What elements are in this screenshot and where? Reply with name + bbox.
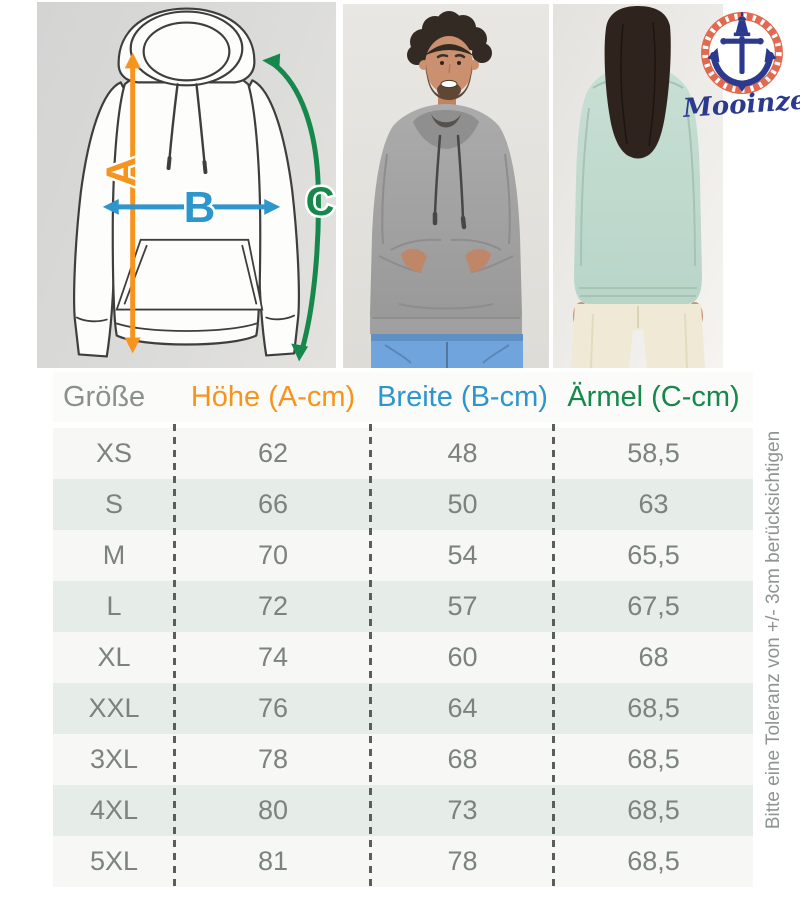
cell-breite: 50 — [447, 489, 478, 519]
brand-name: Mooinzen — [682, 84, 800, 125]
table-row: 4XL 80 73 68,5 — [53, 785, 753, 836]
tolerance-note: Bitte eine Toleranz von +/- 3cm berücksi… — [763, 430, 784, 830]
model-photo-back — [553, 4, 723, 368]
arrow-b-width: B — [102, 180, 281, 234]
label-c: C — [306, 180, 335, 224]
cell-hoehe: 78 — [257, 744, 289, 774]
label-a: A — [98, 157, 145, 187]
brand-logo: Mooinzen — [682, 10, 800, 125]
size-table-rows: XS 62 48 58,5 S 66 50 63 M 70 54 65,5 L … — [53, 424, 753, 887]
cell-aermel: 68 — [638, 642, 669, 672]
cell-size: XS — [95, 438, 133, 468]
anchor-lighthouse-rope-icon — [700, 12, 783, 94]
column-divider — [552, 424, 555, 887]
cell-size: XL — [97, 642, 131, 672]
table-row: L 72 57 67,5 — [53, 581, 753, 632]
header-cell: Größe — [63, 380, 146, 413]
cell-hoehe: 80 — [257, 795, 289, 825]
cell-hoehe: 81 — [257, 846, 289, 876]
column-divider — [369, 424, 372, 887]
arrow-a-height: A — [95, 52, 147, 354]
cell-hoehe: 76 — [257, 693, 289, 723]
cell-aermel: 58,5 — [627, 438, 680, 468]
woman-back-mint-hoodie — [553, 4, 723, 368]
cell-breite: 73 — [447, 795, 478, 825]
cell-breite: 78 — [447, 846, 478, 876]
model-photo-front — [343, 4, 549, 368]
man-front-grey-hoodie — [343, 4, 549, 368]
cell-aermel: 65,5 — [627, 540, 680, 570]
hoodie-outline-drawing: A B C — [73, 7, 336, 362]
column-divider — [173, 424, 176, 887]
cell-breite: 68 — [447, 744, 478, 774]
cell-breite: 54 — [447, 540, 478, 570]
cell-hoehe: 74 — [257, 642, 289, 672]
label-b: B — [184, 183, 216, 232]
size-table-header: Größe Höhe (A-cm) Breite (B-cm) Ärmel (C… — [53, 372, 753, 422]
table-row: XS 62 48 58,5 — [53, 428, 753, 479]
cell-size: L — [106, 591, 122, 621]
cell-size: S — [104, 489, 123, 519]
table-row: S 66 50 63 — [53, 479, 753, 530]
hoodie-measure-diagram: A B C — [37, 2, 336, 368]
cell-hoehe: 62 — [257, 438, 289, 468]
cell-size: XXL — [88, 693, 140, 723]
cell-breite: 57 — [447, 591, 478, 621]
cell-hoehe: 70 — [257, 540, 289, 570]
table-row: 5XL 81 78 68,5 — [53, 836, 753, 887]
cell-aermel: 68,5 — [627, 744, 680, 774]
table-row: XL 74 60 68 — [53, 632, 753, 683]
header-cell: Höhe (A-cm) — [190, 380, 356, 413]
cell-breite: 48 — [447, 438, 478, 468]
cell-size: 4XL — [89, 795, 139, 825]
table-row: XXL 76 64 68,5 — [53, 683, 753, 734]
table-row: 3XL 78 68 68,5 — [53, 734, 753, 785]
cell-size: M — [102, 540, 126, 570]
cell-aermel: 63 — [638, 489, 669, 519]
cell-hoehe: 72 — [257, 591, 289, 621]
header-cell: Breite (B-cm) — [377, 380, 548, 413]
header-cell: Ärmel (C-cm) — [567, 380, 740, 413]
cell-aermel: 68,5 — [627, 693, 680, 723]
cell-breite: 64 — [447, 693, 478, 723]
cell-size: 3XL — [89, 744, 139, 774]
cell-aermel: 68,5 — [627, 846, 680, 876]
cell-hoehe: 66 — [257, 489, 289, 519]
cell-breite: 60 — [447, 642, 478, 672]
cell-aermel: 67,5 — [627, 591, 680, 621]
table-row: M 70 54 65,5 — [53, 530, 753, 581]
arrow-c-sleeve: C — [262, 53, 336, 362]
cell-size: 5XL — [89, 846, 139, 876]
cell-aermel: 68,5 — [627, 795, 680, 825]
